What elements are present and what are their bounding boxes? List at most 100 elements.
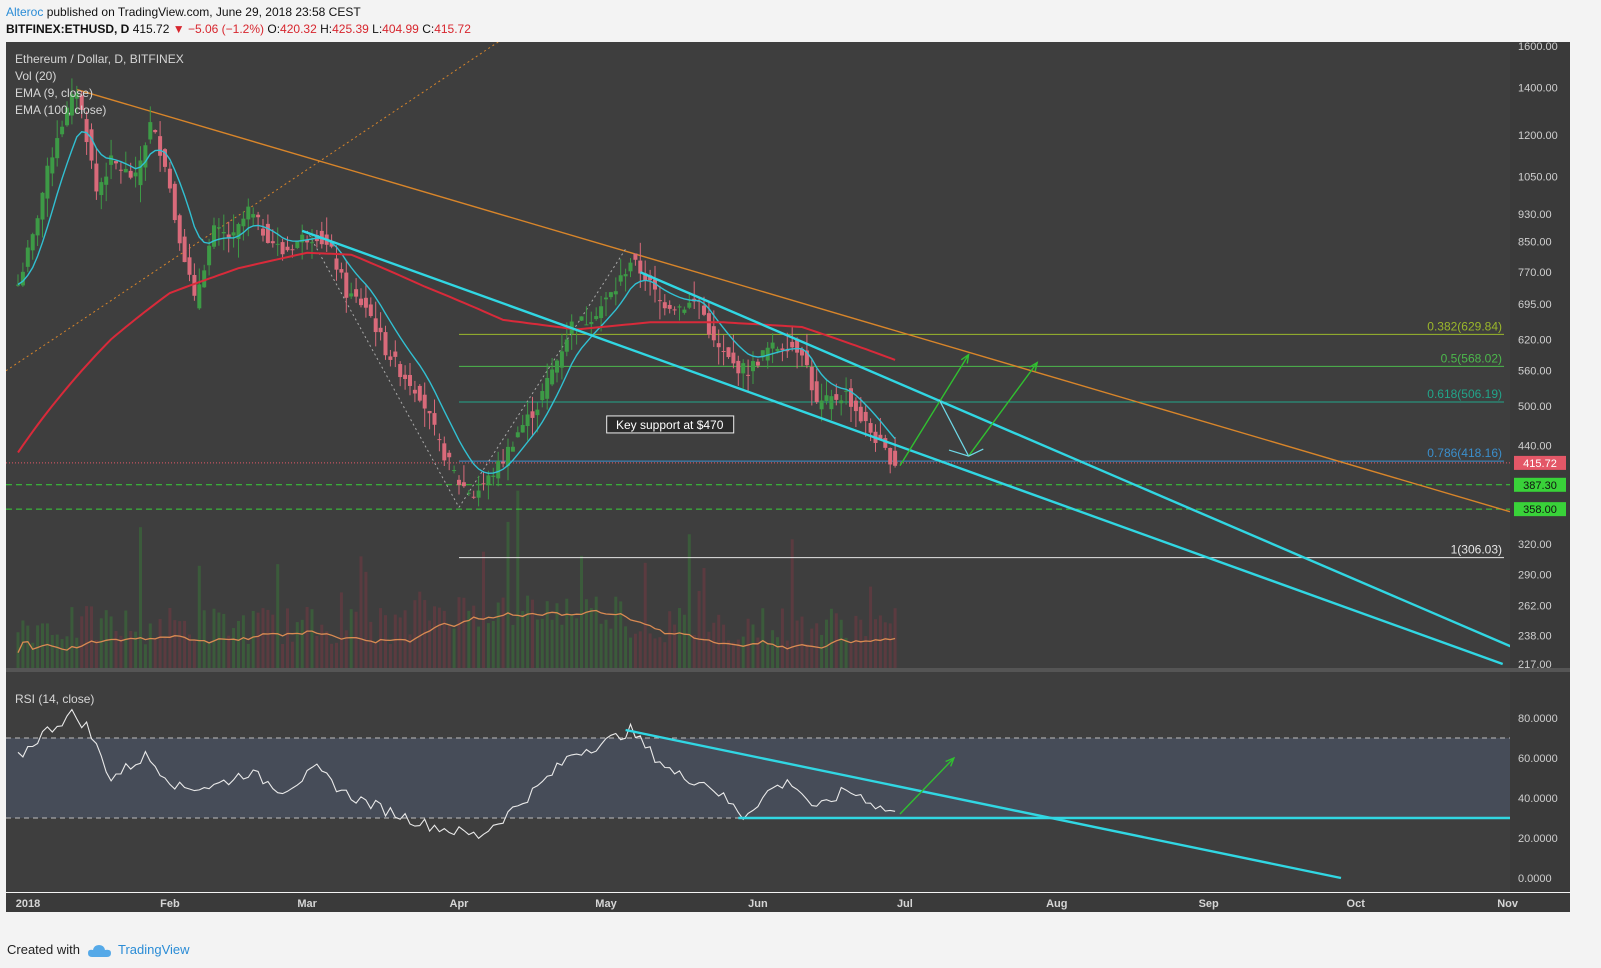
price-axis-label: 387.30	[1523, 480, 1557, 492]
candle-body	[623, 274, 628, 277]
tradingview-cloud-icon	[87, 944, 111, 957]
rsi-plot	[6, 708, 1510, 880]
candle-body	[349, 293, 354, 297]
key-support-annotation: Key support at $470	[606, 415, 735, 434]
candle-body	[481, 483, 486, 485]
candle-body	[275, 243, 280, 245]
volume-bar	[874, 619, 877, 668]
volume-bar	[736, 639, 740, 668]
volume-bar	[168, 607, 172, 668]
candle-body	[300, 234, 305, 243]
volume-bar	[731, 642, 735, 668]
indicator-rsi[interactable]: RSI (14, close)	[15, 692, 95, 706]
candle-body	[785, 349, 790, 352]
price-axis-label: 770.00	[1518, 267, 1552, 279]
measure-line-2	[458, 248, 627, 508]
support-price-tag	[1514, 477, 1566, 492]
price-axis-label: 238.00	[1518, 630, 1552, 642]
candle-body	[241, 218, 246, 227]
candle-body	[138, 160, 143, 186]
price-axis-label: 695.00	[1518, 299, 1552, 311]
candle-body	[672, 309, 677, 311]
candle-body	[770, 342, 775, 349]
volume-bar	[408, 634, 412, 668]
volume-bar	[143, 644, 147, 668]
volume-bar	[90, 606, 93, 668]
candle-body	[334, 258, 339, 270]
indicator-ema100[interactable]: EMA (100, close)	[15, 103, 107, 117]
candle-body	[594, 316, 599, 320]
volume-bar	[207, 641, 211, 668]
volume-bar	[692, 634, 696, 668]
candle-body	[486, 475, 491, 485]
indicator-ema9[interactable]: EMA (9, close)	[15, 86, 94, 100]
volume-bar	[526, 595, 530, 668]
volume-bar	[80, 616, 84, 668]
author-link[interactable]: Alteroc	[6, 5, 44, 19]
volume-bar	[785, 640, 789, 668]
candle-body	[584, 324, 589, 326]
time-axis-label: Feb	[160, 898, 180, 910]
open-value: 420.32	[280, 22, 317, 36]
close-value: 415.72	[434, 22, 471, 36]
volume-bar	[237, 620, 240, 668]
ema100-line	[17, 251, 896, 454]
ema9-line	[17, 131, 896, 475]
candle-body	[618, 275, 623, 282]
candle-body	[643, 273, 648, 281]
volume-bar	[55, 634, 59, 668]
candle-body	[711, 326, 716, 341]
price-change: −5.06 (−1.2%)	[187, 22, 265, 36]
projection-arrow-up-1-head	[960, 353, 970, 364]
candle-body	[437, 439, 442, 441]
candle-body	[221, 231, 226, 234]
candle-body	[662, 302, 667, 309]
candle-body	[216, 227, 221, 229]
volume-bar	[344, 630, 348, 668]
tradingview-brand-link[interactable]: TradingView	[117, 942, 190, 957]
volume-bar	[197, 565, 201, 668]
candle-body	[780, 348, 785, 351]
candle-body	[65, 107, 69, 126]
candle-body	[736, 360, 741, 374]
indicator-title: Ethereum / Dollar, D, BITFINEX	[15, 52, 184, 66]
candle-body	[197, 284, 202, 309]
volume-bar	[276, 564, 280, 668]
volume-bar	[472, 605, 476, 668]
candle-body	[69, 94, 74, 116]
candle-body	[182, 236, 187, 263]
candle-body	[89, 129, 94, 161]
candle-body	[305, 239, 310, 243]
candle-body	[888, 447, 893, 465]
candle-body	[559, 351, 564, 368]
volume-bar	[565, 598, 569, 668]
volume-bar	[491, 620, 495, 668]
candle-body	[50, 157, 55, 174]
volume-bar	[163, 637, 167, 668]
volume-bar	[148, 623, 152, 668]
candle-body	[109, 155, 114, 165]
candle-body	[329, 241, 334, 247]
candle-body	[290, 249, 295, 251]
price-plot	[6, 42, 1510, 668]
volume-bar	[212, 608, 216, 668]
candle-body	[99, 182, 104, 196]
candle-body	[868, 423, 873, 433]
candle-body	[608, 292, 613, 298]
volume-bar	[94, 640, 98, 668]
indicator-volume[interactable]: Vol (20)	[15, 69, 57, 83]
volume-bar	[663, 642, 667, 668]
candle-body	[849, 388, 853, 407]
candle-body	[755, 361, 760, 366]
volume-bar	[820, 634, 824, 668]
candle-body	[280, 242, 285, 255]
volume-bar	[178, 621, 182, 668]
candle-body	[388, 356, 393, 360]
time-axis-label: Sep	[1199, 898, 1219, 910]
price-axis-label: 440.00	[1518, 440, 1552, 452]
candle-body	[863, 411, 868, 422]
time-axis-label: Jun	[748, 898, 768, 910]
candle-body	[682, 309, 687, 313]
volume-bar	[614, 596, 618, 668]
